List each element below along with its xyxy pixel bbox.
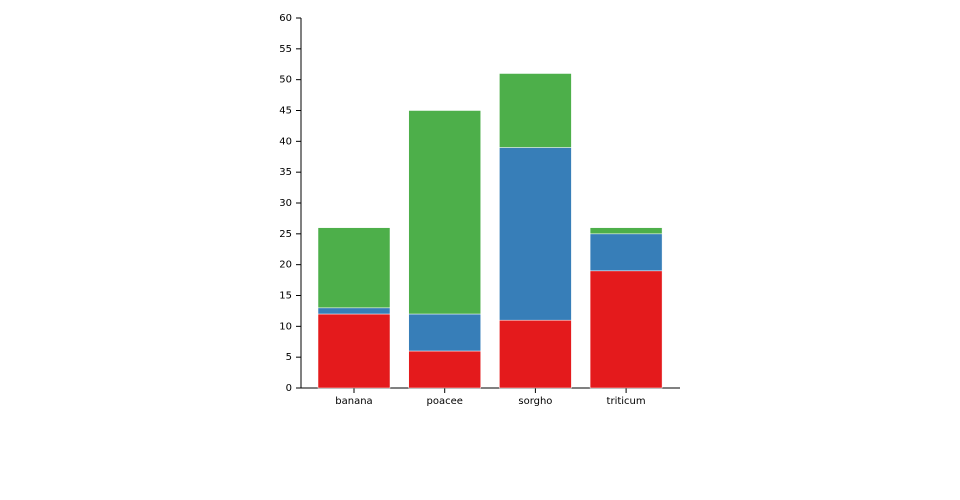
bar-segment xyxy=(317,313,391,389)
x-tick-label: sorgho xyxy=(518,396,552,407)
x-tick-label: poacee xyxy=(426,396,462,407)
y-tick-label: 15 xyxy=(279,291,292,302)
y-tick-label: 20 xyxy=(279,260,292,271)
y-tick-label: 40 xyxy=(279,136,292,147)
y-tick-label: 50 xyxy=(279,75,292,86)
y-tick-label: 10 xyxy=(279,321,292,332)
bar-segment xyxy=(499,73,572,148)
bar-segment xyxy=(408,110,481,315)
y-tick-label: 30 xyxy=(279,198,292,209)
y-tick-label: 60 xyxy=(279,13,292,24)
y-tick-label: 55 xyxy=(279,44,292,55)
y-tick-label: 45 xyxy=(279,106,292,117)
bar-segment xyxy=(408,350,481,389)
bar-segment xyxy=(589,233,663,272)
bar-segment xyxy=(317,307,391,315)
y-tick-label: 0 xyxy=(286,383,292,394)
bar-segment xyxy=(499,147,572,321)
y-tick-label: 5 xyxy=(286,352,292,363)
x-tick-label: triticum xyxy=(607,396,646,407)
bar-segment xyxy=(589,227,663,235)
y-tick-label: 35 xyxy=(279,167,292,178)
bar-segment xyxy=(408,313,481,352)
x-tick-label: banana xyxy=(335,396,372,407)
bar-segment xyxy=(589,270,663,389)
bar-segment xyxy=(317,227,391,309)
y-tick-label: 25 xyxy=(279,229,292,240)
bar-segment xyxy=(499,319,572,389)
